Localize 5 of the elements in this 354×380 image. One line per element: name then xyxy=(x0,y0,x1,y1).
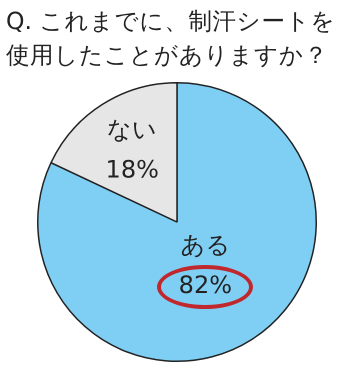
slice-label: ある xyxy=(180,230,230,259)
chart-title: Q. これまでに、制汗シートを使用したことがありますか？ xyxy=(6,6,336,71)
data-label: 82% xyxy=(178,270,232,299)
data-label: 18% xyxy=(106,156,159,184)
slice-label: ない xyxy=(107,116,158,144)
